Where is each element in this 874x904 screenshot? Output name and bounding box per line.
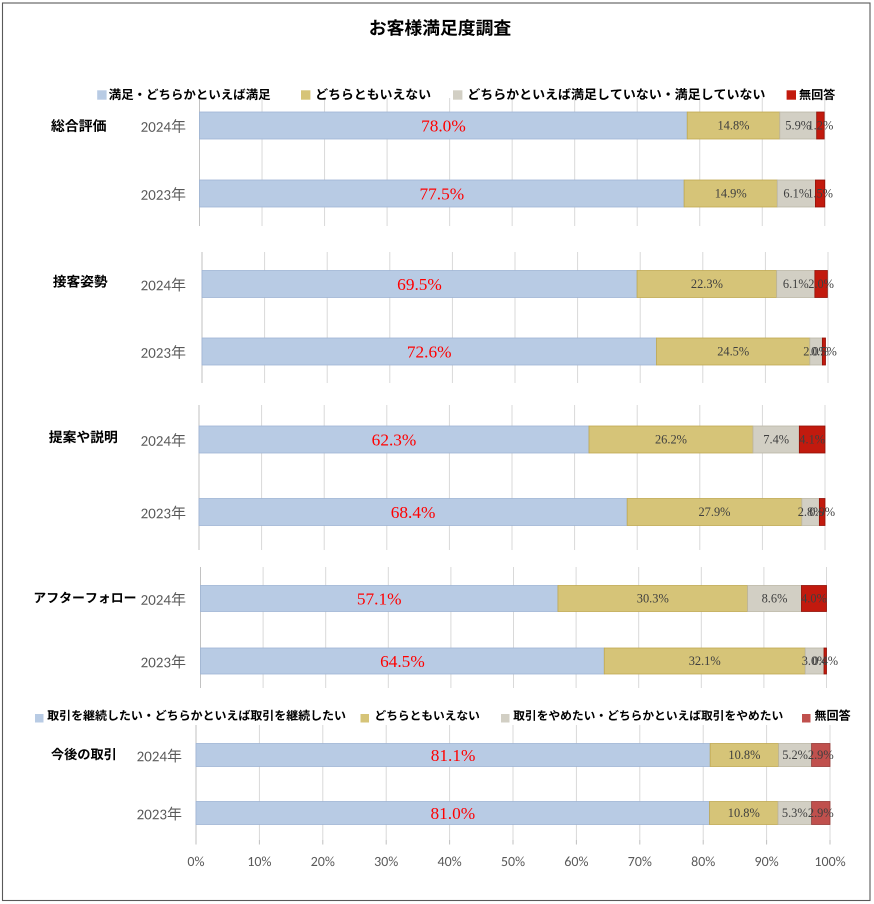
svg-text:24.5%: 24.5% xyxy=(717,345,749,359)
svg-text:72.6%: 72.6% xyxy=(407,342,452,361)
svg-text:2.0%: 2.0% xyxy=(808,277,834,291)
svg-text:78.0%: 78.0% xyxy=(421,116,466,135)
svg-text:22.3%: 22.3% xyxy=(691,277,723,291)
svg-text:6.1%: 6.1% xyxy=(783,277,809,291)
svg-text:1.5%: 1.5% xyxy=(807,187,833,201)
svg-text:4.1%: 4.1% xyxy=(799,433,825,447)
svg-text:4.0%: 4.0% xyxy=(801,592,827,606)
svg-text:0.4%: 0.4% xyxy=(812,654,838,668)
svg-text:10.8%: 10.8% xyxy=(728,806,760,820)
svg-text:6.1%: 6.1% xyxy=(783,187,809,201)
svg-text:0.9%: 0.9% xyxy=(809,505,835,519)
svg-text:5.2%: 5.2% xyxy=(782,748,808,762)
svg-text:2.8%: 2.8% xyxy=(798,505,824,519)
svg-text:27.9%: 27.9% xyxy=(698,505,730,519)
svg-text:5.3%: 5.3% xyxy=(782,806,808,820)
svg-text:57.1%: 57.1% xyxy=(357,589,402,608)
svg-text:81.1%: 81.1% xyxy=(431,746,476,765)
svg-text:7.4%: 7.4% xyxy=(763,433,789,447)
svg-text:26.2%: 26.2% xyxy=(655,433,687,447)
svg-text:2.9%: 2.9% xyxy=(808,748,834,762)
svg-text:1.2%: 1.2% xyxy=(807,119,833,133)
svg-text:69.5%: 69.5% xyxy=(397,275,442,294)
svg-text:62.3%: 62.3% xyxy=(372,430,417,449)
svg-text:81.0%: 81.0% xyxy=(430,804,475,823)
svg-text:3.0%: 3.0% xyxy=(802,654,828,668)
svg-text:8.6%: 8.6% xyxy=(762,592,788,606)
svg-text:14.9%: 14.9% xyxy=(715,187,747,201)
svg-text:14.8%: 14.8% xyxy=(717,119,749,133)
svg-text:0.5%: 0.5% xyxy=(811,345,837,359)
svg-text:64.5%: 64.5% xyxy=(380,652,425,671)
svg-text:30.3%: 30.3% xyxy=(637,592,669,606)
svg-text:32.1%: 32.1% xyxy=(689,654,721,668)
svg-text:5.9%: 5.9% xyxy=(785,119,811,133)
svg-text:68.4%: 68.4% xyxy=(391,503,436,522)
svg-text:77.5%: 77.5% xyxy=(419,184,464,203)
svg-text:2.0%: 2.0% xyxy=(803,345,829,359)
svg-text:10.8%: 10.8% xyxy=(728,748,760,762)
svg-text:2.9%: 2.9% xyxy=(808,806,834,820)
